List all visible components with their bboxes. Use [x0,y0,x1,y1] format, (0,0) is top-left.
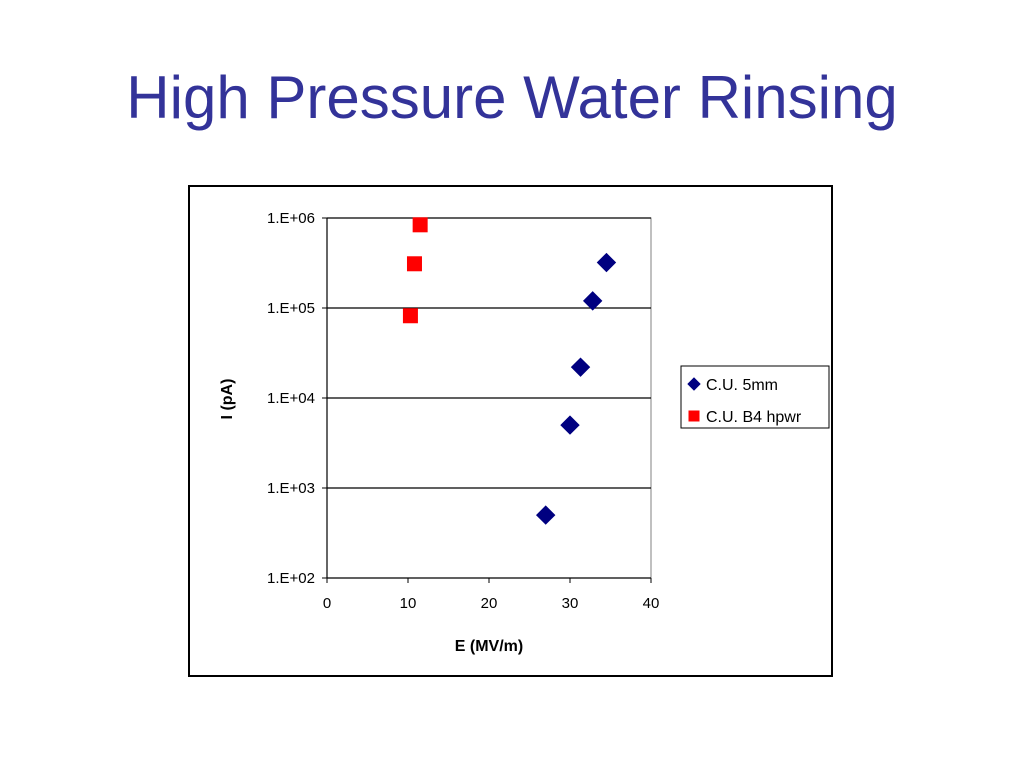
data-point-diamond [560,415,580,435]
data-points [402,217,617,525]
y-tick-label: 1.E+02 [267,570,315,587]
data-point-diamond [570,357,591,377]
legend-box [680,365,830,429]
legend-entry-label: C.U. 5mm [706,377,778,394]
y-axis-title: I (pA) [219,379,236,420]
y-tick-label: 1.E+03 [267,480,315,497]
y-tick-label: 1.E+06 [267,210,315,227]
x-tick-label: 20 [481,595,498,612]
chart-frame: 1.E+02 1.E+03 1.E+04 1.E+05 1.E+06 0 10 20 30 40 … [188,185,833,677]
legend-square-icon [688,410,700,422]
data-point-diamond [582,291,603,311]
x-tick-label: 30 [562,595,579,612]
x-tick-label: 40 [643,595,660,612]
x-tick-label: 10 [400,595,417,612]
data-point-square [412,217,428,233]
y-tick-label: 1.E+04 [267,390,315,407]
axes: 1.E+02 1.E+03 1.E+04 1.E+05 1.E+06 0 10 20 30 40 [267,210,659,612]
data-point-square [406,256,422,272]
scatter-chart: 1.E+021.E+031.E+041.E+051.E+060 10 20 30 40 … [219,210,830,655]
legend-diamond-icon [687,377,701,391]
legend-entry-label: C.U. B4 hpwr [706,409,802,426]
x-axis-title: E (MV/m) [455,638,523,655]
data-point-diamond [596,252,617,273]
data-point-diamond [535,505,556,525]
y-tick-label: 1.E+05 [267,300,315,317]
legend: C.U. 5mm C.U. B4 hpwr [680,365,830,429]
slide-title: High Pressure Water Rinsing [126,64,898,131]
data-point-square [402,308,418,324]
x-tick-label: 0 [323,595,331,612]
gridlines [327,217,651,489]
